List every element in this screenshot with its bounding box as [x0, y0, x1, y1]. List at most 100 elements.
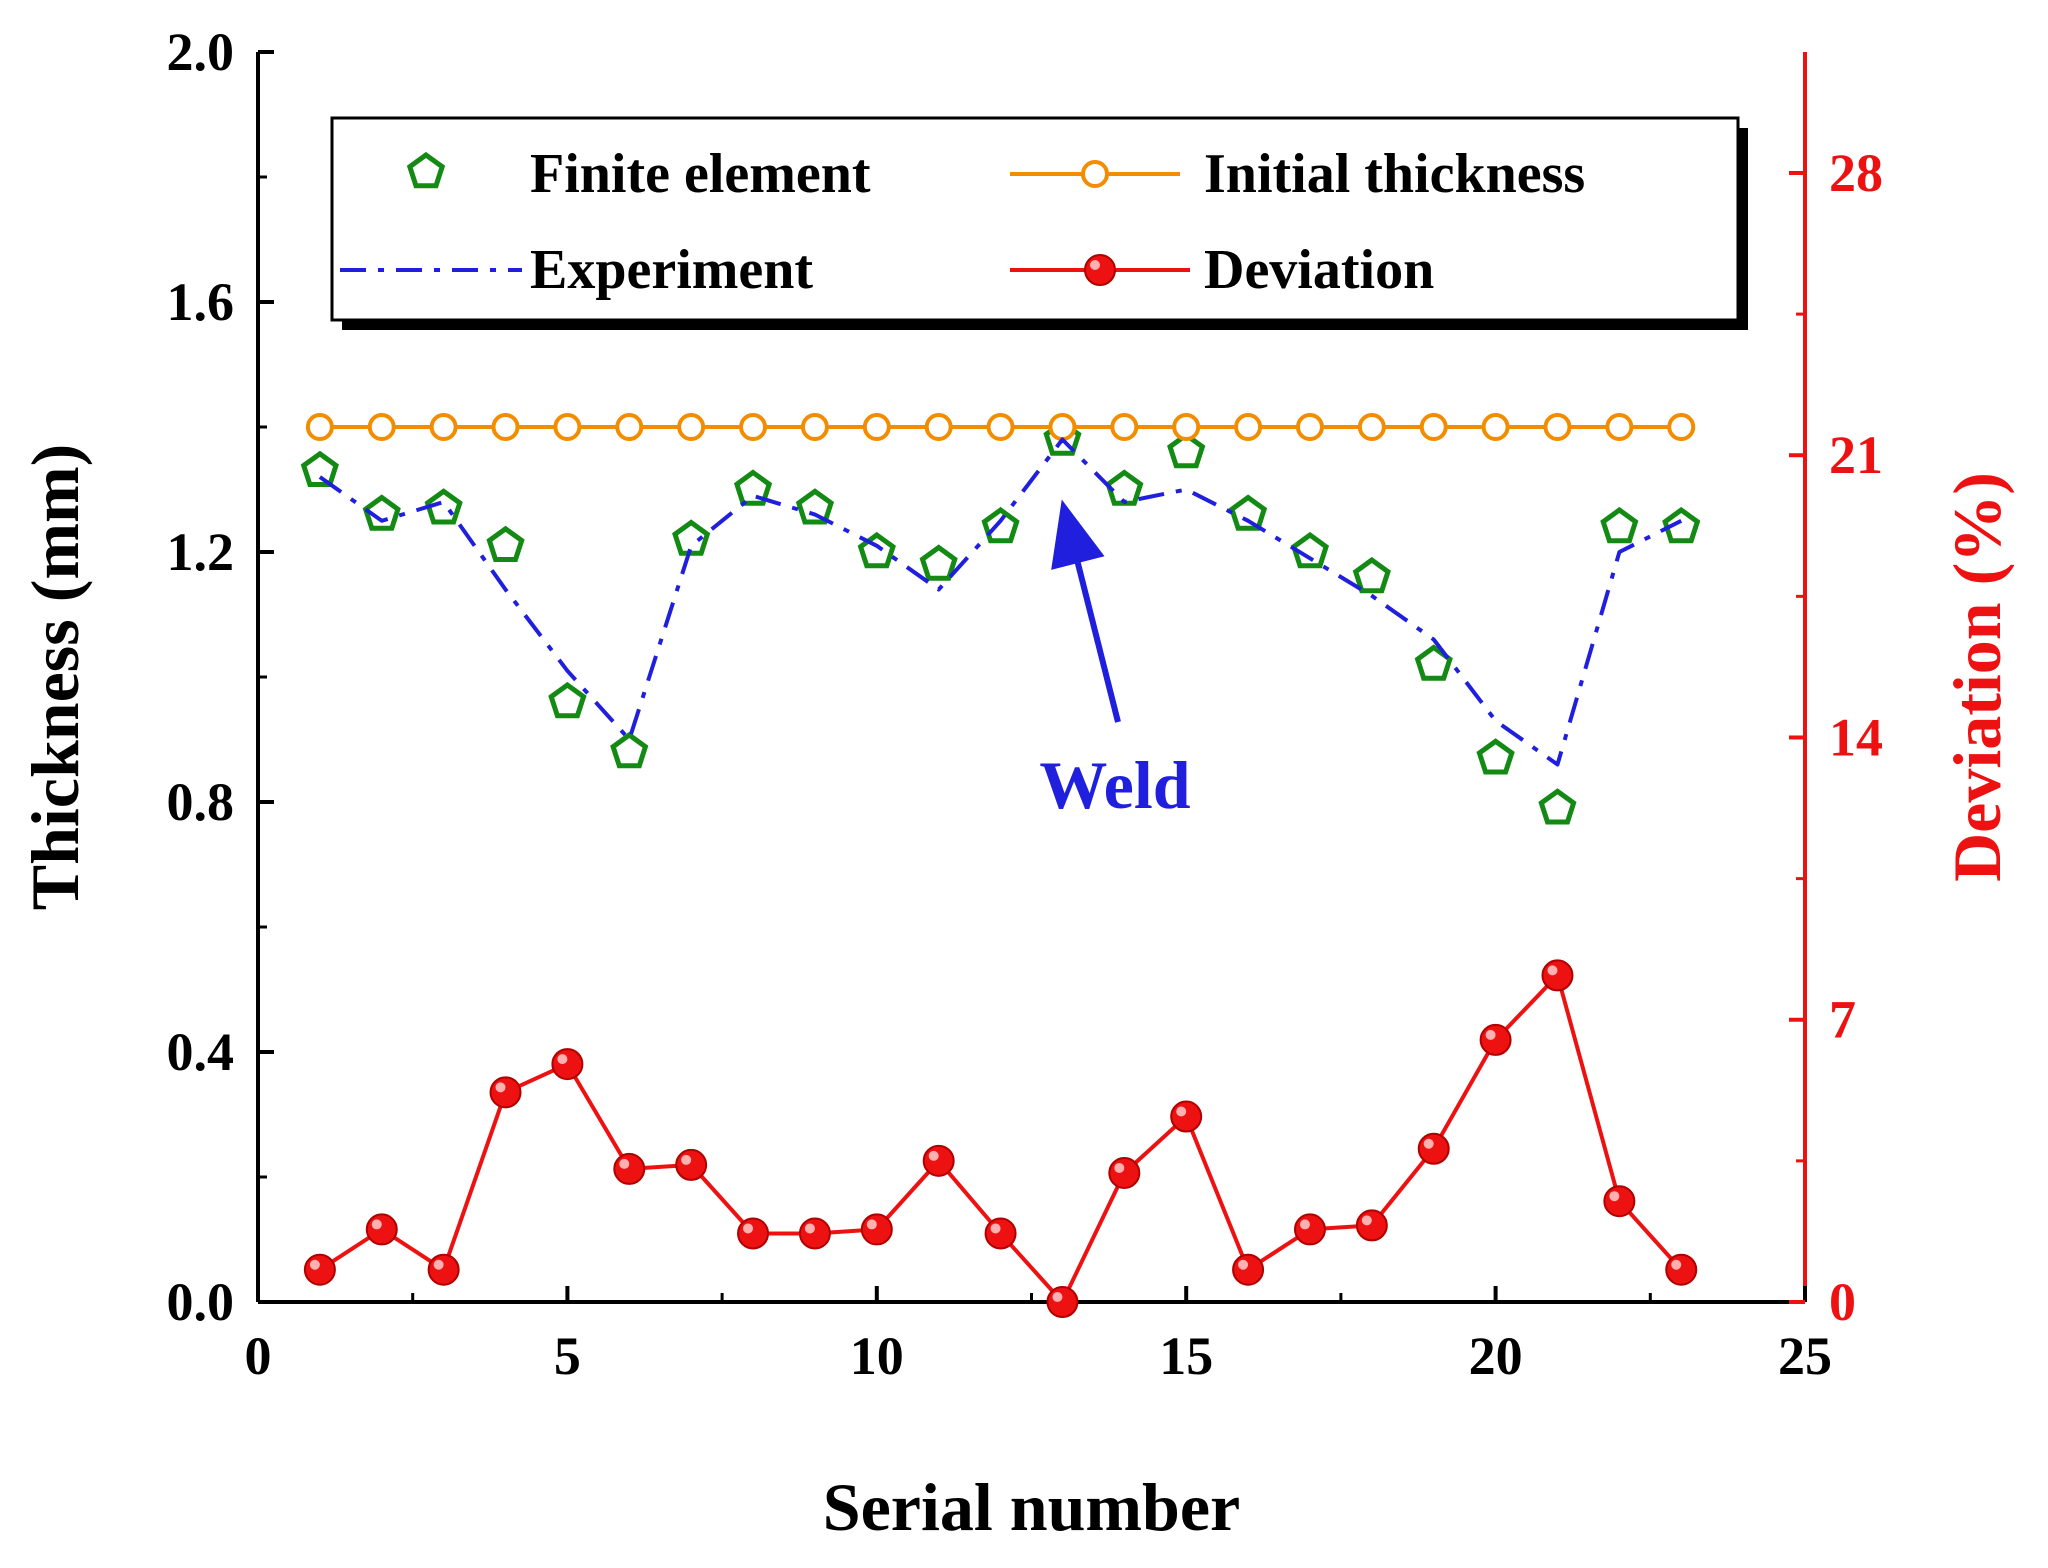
deviation-point-highlight [928, 1150, 939, 1161]
deviation-point-highlight [433, 1259, 444, 1270]
deviation-point [798, 1217, 831, 1250]
initial-thickness-point [986, 413, 1015, 441]
finite-element-point [1167, 431, 1206, 469]
finite-element-point [300, 450, 339, 487]
y-left-tick-label: 1.2 [167, 522, 235, 582]
deviation-point [1541, 959, 1574, 992]
finite-element-point [981, 506, 1020, 544]
initial-thickness-point [491, 413, 520, 441]
deviation-point-highlight [1361, 1215, 1372, 1226]
axes-frame [256, 50, 1807, 1304]
finite-element-point [486, 525, 525, 562]
deviation-point-highlight [1114, 1162, 1125, 1173]
deviation-point-highlight [309, 1259, 320, 1270]
legend-swatch-marker-initial-thickness [1081, 160, 1109, 188]
legend-swatch-highlight-deviation [1090, 260, 1100, 270]
deviation-point [1665, 1253, 1698, 1286]
initial-thickness-point [739, 413, 768, 441]
deviation-point-highlight [495, 1082, 506, 1093]
deviation-point-highlight [371, 1219, 382, 1230]
initial-thickness-point [1172, 413, 1201, 441]
initial-thickness-point [1234, 413, 1263, 441]
finite-element-point [1600, 506, 1639, 544]
axis-labels: 0 5 10 15 20 25 0.0 0.4 0.8 1.2 1.6 2.0 0 7 14 21 28 Seri… [17, 22, 2015, 1545]
deviation-point-highlight [1299, 1219, 1310, 1230]
finite-element-point [1476, 738, 1515, 775]
legend-label-initial-thickness: Initial thickness [1204, 143, 1585, 205]
initial-thickness-point [924, 413, 953, 441]
deviation-point [1232, 1253, 1265, 1286]
deviation-point [1046, 1286, 1079, 1318]
finite-element-point [1538, 788, 1577, 825]
deviation-point-highlight [557, 1054, 568, 1065]
deviation-point-highlight [1547, 965, 1558, 976]
deviation-point [1355, 1209, 1388, 1242]
y-left-tick-label: 2.0 [167, 22, 235, 82]
finite-element-point [919, 544, 958, 581]
initial-thickness-point [1605, 413, 1634, 441]
finite-element-point [362, 494, 401, 531]
y-right-tick-label: 14 [1829, 707, 1883, 767]
y-right-tick-label: 28 [1829, 143, 1883, 203]
deviation-point-highlight [1671, 1259, 1682, 1270]
x-tick-label: 20 [1469, 1326, 1523, 1386]
deviation-point-highlight [804, 1223, 815, 1234]
y-left-tick-label: 1.6 [167, 272, 235, 332]
deviation-point [489, 1076, 522, 1109]
initial-thickness-point [305, 413, 334, 441]
legend: Finite element Initial thickness Experimen… [330, 116, 1748, 330]
deviation-point-highlight [1485, 1029, 1496, 1040]
deviation-point [613, 1152, 646, 1185]
deviation-point-highlight [1238, 1259, 1249, 1270]
finite-element-point [548, 681, 587, 719]
deviation-point [365, 1213, 398, 1246]
initial-thickness-point [1048, 413, 1077, 441]
y-right-tick-label: 7 [1829, 990, 1856, 1050]
initial-thickness-point [1357, 413, 1386, 441]
deviation-point-highlight [743, 1223, 754, 1234]
legend-label-experiment: Experiment [530, 239, 813, 301]
deviation-point [303, 1253, 336, 1286]
deviation-point-highlight [990, 1223, 1001, 1234]
initial-thickness-point [367, 413, 396, 441]
y-left-tick-label: 0.0 [167, 1272, 235, 1332]
y-left-tick-label: 0.4 [167, 1022, 235, 1082]
deviation-point-highlight [1423, 1138, 1434, 1149]
initial-thickness-point [429, 413, 458, 441]
legend-box [330, 116, 1740, 322]
y-right-tick-label: 0 [1829, 1272, 1856, 1332]
deviation-point-highlight [681, 1154, 692, 1165]
x-tick-label: 25 [1778, 1326, 1832, 1386]
deviation-point-highlight [1176, 1106, 1187, 1117]
finite-element-point [1662, 506, 1701, 544]
initial-thickness-point [677, 413, 706, 441]
finite-element-point [1290, 531, 1330, 569]
deviation-point-highlight [1609, 1191, 1620, 1202]
finite-element-point [610, 731, 649, 769]
x-tick-label: 5 [554, 1326, 581, 1386]
finite-element-point [672, 519, 711, 556]
deviation-point [427, 1253, 460, 1286]
legend-swatch-marker-deviation [1084, 254, 1116, 286]
deviation-point [1417, 1132, 1450, 1165]
initial-thickness-point [1295, 413, 1324, 441]
deviation-point [984, 1217, 1017, 1250]
finite-element-point [795, 488, 835, 525]
legend-swatch-marker-finite-element [406, 151, 446, 189]
y-right-tick-label: 21 [1829, 425, 1883, 485]
x-axis-title: Serial number [823, 1469, 1240, 1545]
initial-thickness-point [1419, 413, 1448, 441]
initial-thickness-point [862, 413, 891, 441]
initial-thickness-point [1110, 413, 1139, 441]
deviation-point-highlight [619, 1158, 630, 1169]
y-right-axis-title: Deviation (%) [1939, 472, 2015, 882]
x-tick-label: 10 [850, 1326, 904, 1386]
x-tick-label: 0 [245, 1326, 272, 1386]
legend-label-finite-element: Finite element [530, 143, 871, 205]
initial-thickness-point [615, 413, 644, 441]
weld-annotation-label: Weld [1039, 747, 1190, 823]
experiment-line [318, 437, 1683, 767]
plot-series [300, 413, 1701, 1318]
deviation-point [1170, 1100, 1203, 1133]
